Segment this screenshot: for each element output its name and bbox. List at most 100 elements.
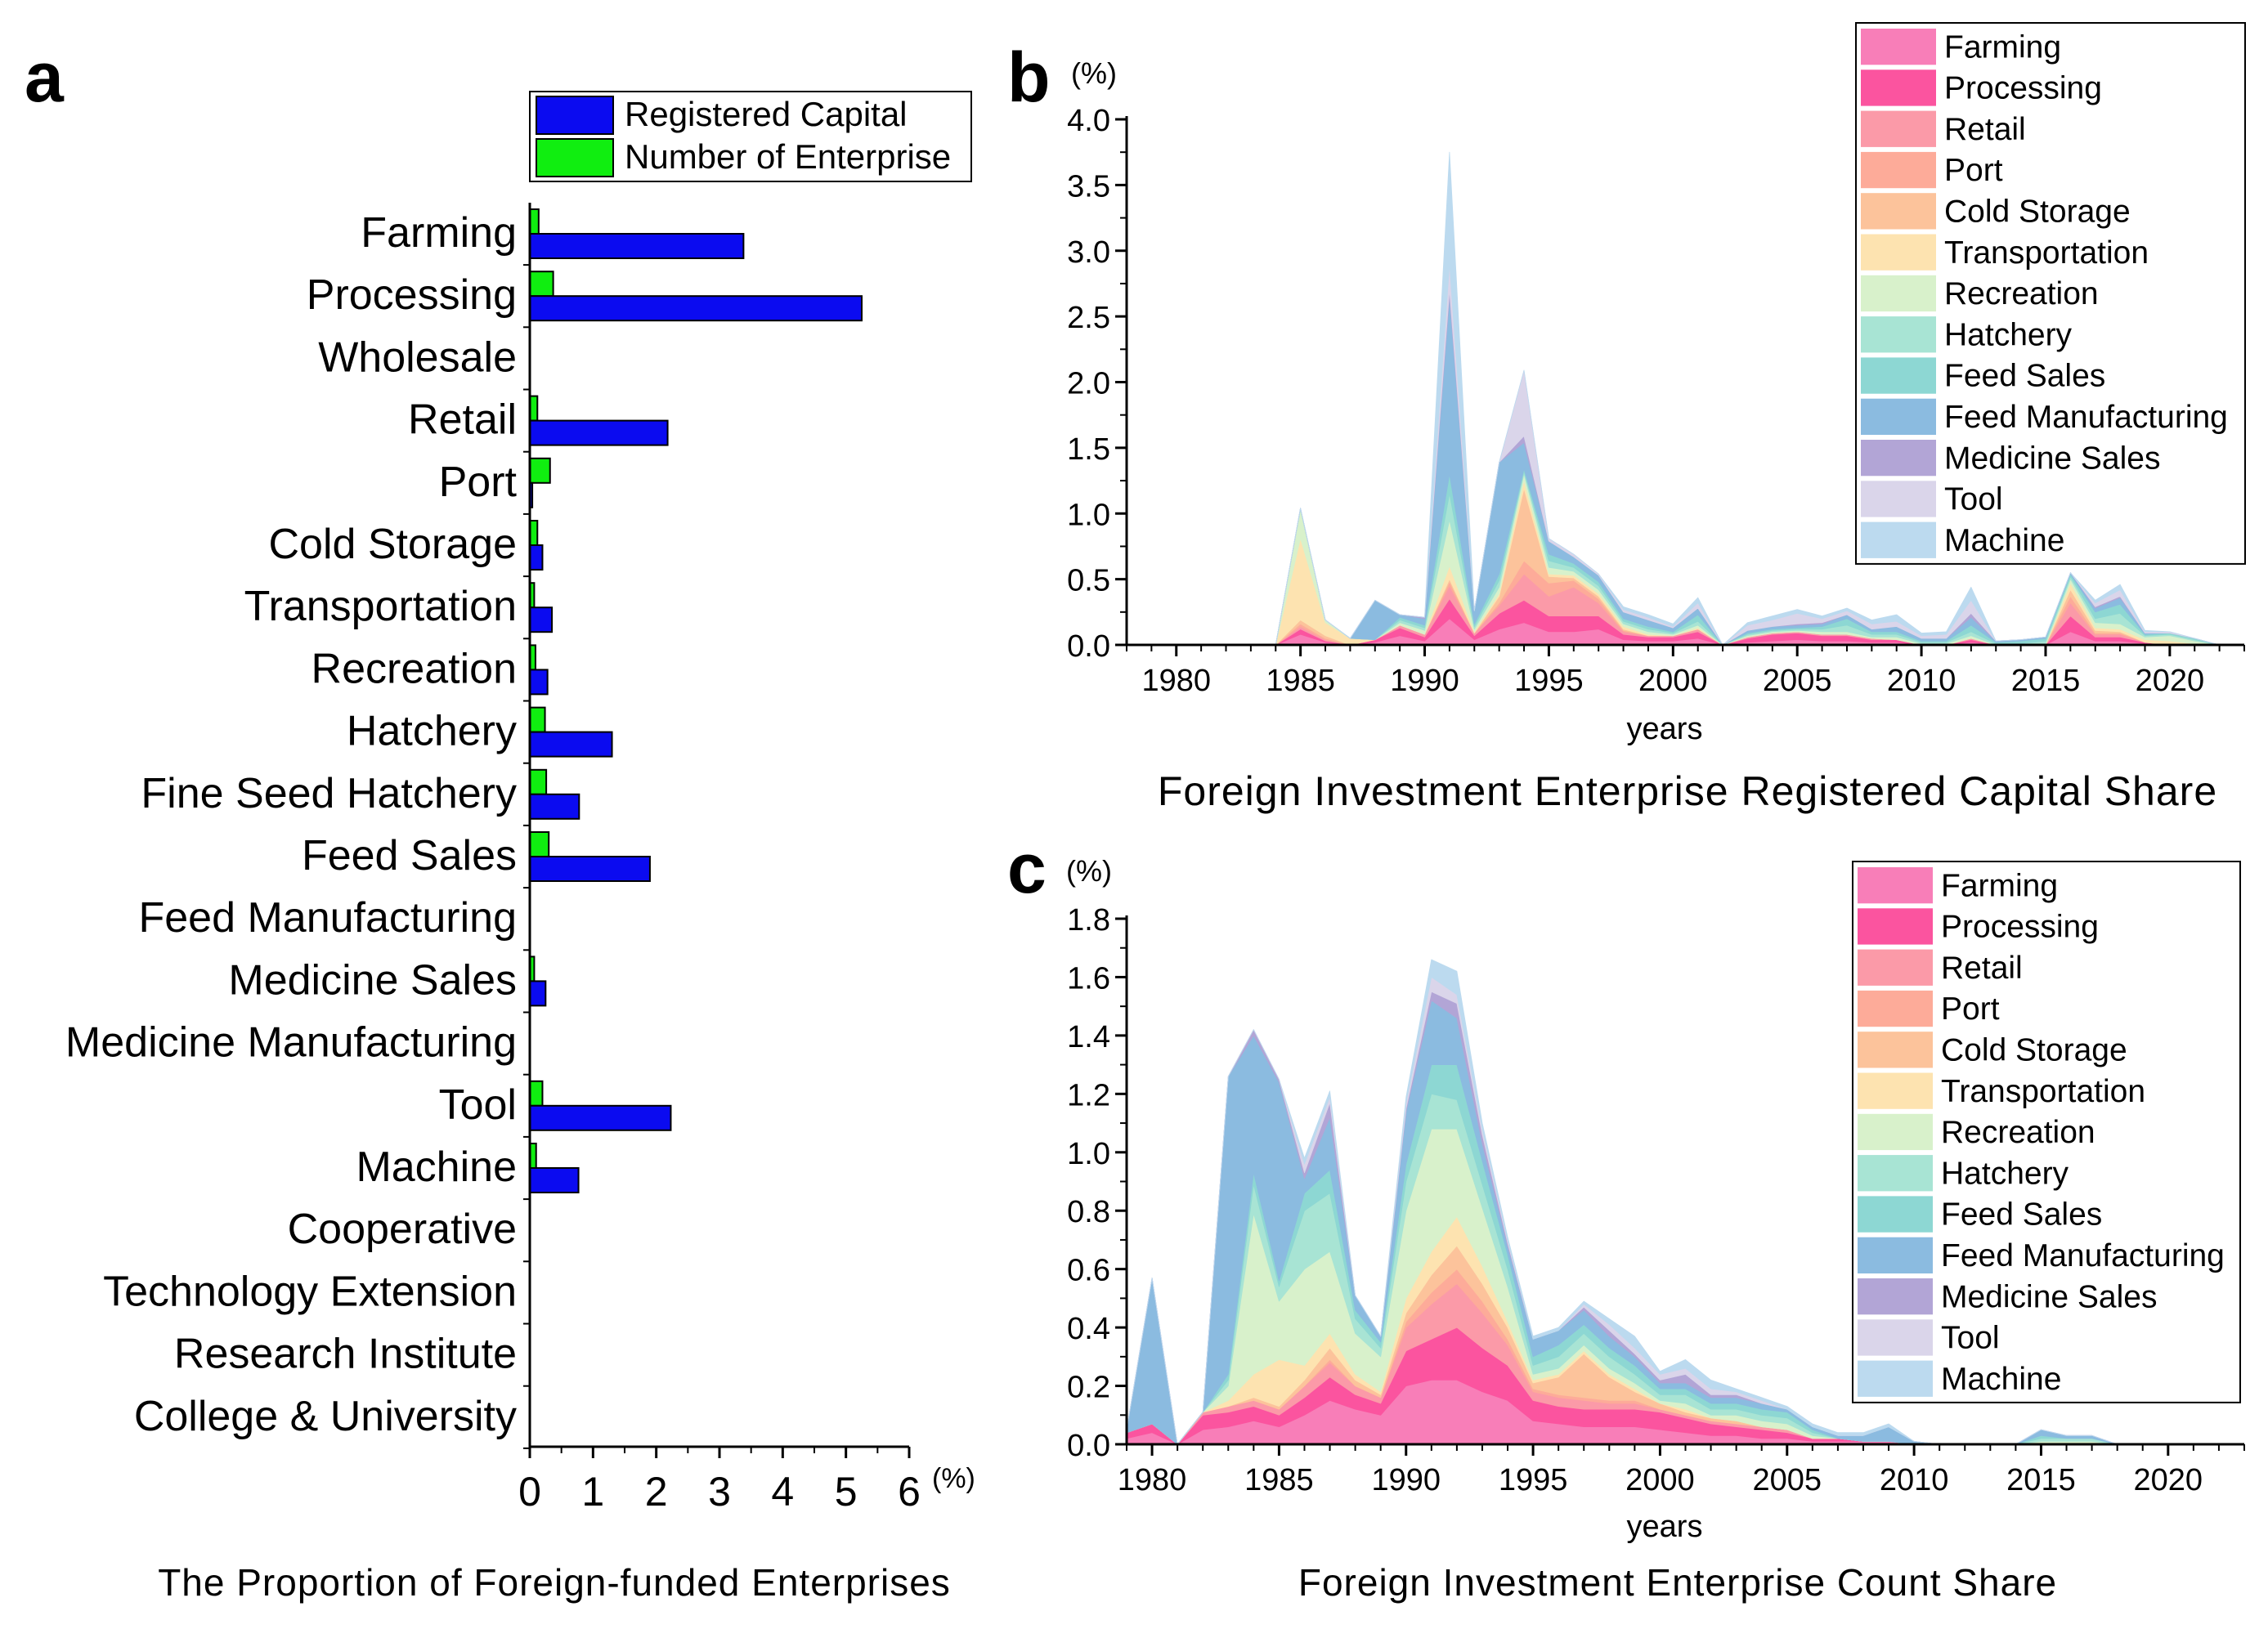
a-bar-number-of-enterprise-feed-sales (529, 831, 550, 857)
c-x-label: years (1627, 1510, 1703, 1544)
c-x-tick-label-1985: 1985 (1244, 1463, 1314, 1497)
b-legend-label-farming: Farming (1944, 29, 2061, 65)
panel-label-b: b (1007, 38, 1051, 117)
c-x-tick-label-2000: 2000 (1625, 1463, 1695, 1497)
panel-c-area-chart: 0.00.20.40.60.81.01.21.41.61.8 1980 1985 1… (1066, 854, 2245, 1604)
a-axes (523, 203, 911, 1458)
b-y-tick-label-4: 2.0 (1067, 367, 1110, 401)
a-bar-registered-capital-tool (529, 1104, 672, 1131)
b-legend-label-recreation: Recreation (1944, 276, 2099, 311)
c-legend-label-cold-storage: Cold Storage (1941, 1033, 2127, 1068)
c-legend-swatch-port (1858, 990, 1933, 1027)
c-x-tick-labels: 1980 1985 1990 1995 2000 2005 2010 2015 2020 (1118, 1463, 2203, 1497)
a-category-label-farming: Farming (361, 209, 517, 257)
c-legend-swatch-recreation (1858, 1113, 1933, 1151)
b-legend-swatch-machine (1861, 521, 1936, 558)
b-legend-label-hatchery: Hatchery (1944, 317, 2073, 352)
a-category-label-feed-sales: Feed Sales (302, 832, 517, 879)
b-y-tick-label-7: 3.5 (1067, 169, 1110, 204)
a-bar-registered-capital-hatchery (529, 731, 613, 758)
a-bar-number-of-enterprise-hatchery (529, 706, 546, 733)
c-legend-label-machine: Machine (1941, 1362, 2061, 1397)
b-legend-swatch-feed-manufacturing (1861, 398, 1936, 435)
a-category-label-recreation: Recreation (312, 645, 517, 692)
a-bar-registered-capital-fine-seed-hatchery (529, 793, 580, 820)
a-bar-registered-capital-transportation (529, 606, 554, 633)
c-y-tick-label-2: 0.4 (1067, 1312, 1110, 1346)
c-y-tick-label-7: 1.4 (1067, 1020, 1110, 1054)
a-bar-number-of-enterprise-fine-seed-hatchery (529, 768, 548, 795)
c-legend-swatch-machine (1858, 1360, 1933, 1397)
a-x-tick-label-2: 2 (645, 1469, 668, 1515)
b-axes (1115, 116, 2245, 656)
a-bar-number-of-enterprise-tool (529, 1080, 544, 1107)
c-x-tick-label-1980: 1980 (1118, 1463, 1187, 1497)
b-legend-label-feed-manufacturing: Feed Manufacturing (1944, 400, 2228, 435)
a-legend-label-number-of-enterprise: Number of Enterprise (625, 137, 951, 176)
b-legend-swatch-feed-sales (1861, 357, 1936, 394)
c-legend-label-feed-manufacturing: Feed Manufacturing (1941, 1238, 2225, 1273)
b-legend-swatch-transportation (1861, 234, 1936, 271)
a-bar-registered-capital-retail (529, 419, 669, 446)
a-x-tick-label-5: 5 (835, 1469, 858, 1515)
panel-a-bar-chart: Farming Processing Wholesale Retail Port Cold… (65, 91, 975, 1604)
c-legend-label-tool: Tool (1941, 1321, 2000, 1356)
b-legend-label-cold-storage: Cold Storage (1944, 195, 2131, 230)
c-legend-swatch-transportation (1858, 1072, 1933, 1109)
c-y-tick-label-4: 0.8 (1067, 1195, 1110, 1229)
a-bar-registered-capital-processing (529, 295, 863, 322)
c-x-tick-label-2020: 2020 (2134, 1463, 2203, 1497)
a-bar-registered-capital-farming (529, 233, 745, 259)
c-legend-label-transportation: Transportation (1941, 1074, 2145, 1109)
a-category-label-cooperative: Cooperative (288, 1206, 517, 1253)
b-legend-swatch-tool (1861, 481, 1936, 517)
b-legend-swatch-processing (1861, 69, 1936, 106)
b-y-tick-labels: 0.0 0.5 1.0 1.5 2.0 2.5 3.0 3.5 4.0 (1067, 104, 1110, 664)
c-legend-swatch-retail (1858, 949, 1933, 986)
a-category-label-research-institute: Research Institute (174, 1331, 517, 1378)
c-legend-swatch-medicine-sales (1858, 1278, 1933, 1315)
c-y-tick-label-5: 1.0 (1067, 1137, 1110, 1171)
b-legend-swatch-recreation (1861, 275, 1936, 312)
c-title: Foreign Investment Enterprise Count Shar… (1298, 1561, 2057, 1604)
a-category-label-fine-seed-hatchery: Fine Seed Hatchery (141, 770, 517, 817)
a-bars (529, 208, 863, 1193)
b-y-tick-label-8: 4.0 (1067, 104, 1110, 138)
c-legend-swatch-hatchery (1858, 1155, 1933, 1192)
b-x-tick-label-2005: 2005 (1763, 664, 1832, 698)
b-y-tick-label-6: 3.0 (1067, 235, 1110, 270)
c-legend-swatch-feed-sales (1858, 1196, 1933, 1233)
c-legend-swatch-processing (1858, 908, 1933, 945)
b-x-tick-labels: 1980 1985 1990 1995 2000 2005 2010 2015 2020 (1141, 664, 2204, 698)
c-legend-label-recreation: Recreation (1941, 1115, 2095, 1150)
c-x-tick-label-2005: 2005 (1752, 1463, 1822, 1497)
panel-b-area-chart: 0.0 0.5 1.0 1.5 2.0 2.5 3.0 3.5 4.0 1980 1985 1990… (1067, 22, 2246, 814)
c-y-unit: (%) (1066, 854, 1112, 888)
a-category-label-technology-extension: Technology Extension (103, 1268, 517, 1315)
a-x-tick-label-4: 4 (771, 1469, 794, 1515)
b-x-tick-label-1995: 1995 (1514, 664, 1584, 698)
a-category-label-transportation: Transportation (244, 583, 517, 630)
a-bar-number-of-enterprise-farming (529, 208, 540, 235)
b-y-tick-label-2: 1.0 (1067, 498, 1110, 532)
c-x-tick-label-2010: 2010 (1880, 1463, 1949, 1497)
b-legend-swatch-farming (1861, 29, 1936, 65)
a-x-tick-label-6: 6 (898, 1469, 921, 1515)
b-legend-label-processing: Processing (1944, 71, 2102, 106)
b-legend-label-medicine-sales: Medicine Sales (1944, 441, 2160, 476)
b-y-tick-label-3: 1.5 (1067, 432, 1110, 467)
a-category-label-hatchery: Hatchery (347, 708, 517, 755)
b-legend-label-transportation: Transportation (1944, 235, 2149, 271)
a-bar-registered-capital-feed-sales (529, 856, 651, 882)
a-x-tick-label-1: 1 (581, 1469, 604, 1515)
b-x-tick-label-1980: 1980 (1141, 664, 1211, 698)
b-legend-swatch-retail (1861, 110, 1936, 147)
b-legend-label-port: Port (1944, 153, 2003, 188)
c-x-tick-label-2015: 2015 (2006, 1463, 2076, 1497)
a-category-label-retail: Retail (408, 396, 517, 444)
b-y-tick-label-5: 2.5 (1067, 301, 1110, 335)
a-category-label-machine: Machine (356, 1143, 517, 1191)
b-legend-label-feed-sales: Feed Sales (1944, 359, 2105, 394)
c-y-tick-label-1: 0.2 (1067, 1371, 1110, 1405)
c-y-tick-labels: 0.0 0.2 0.4 0.6 0.8 1.0 1.2 1.4 1.6 1.8 (1067, 903, 1110, 1463)
